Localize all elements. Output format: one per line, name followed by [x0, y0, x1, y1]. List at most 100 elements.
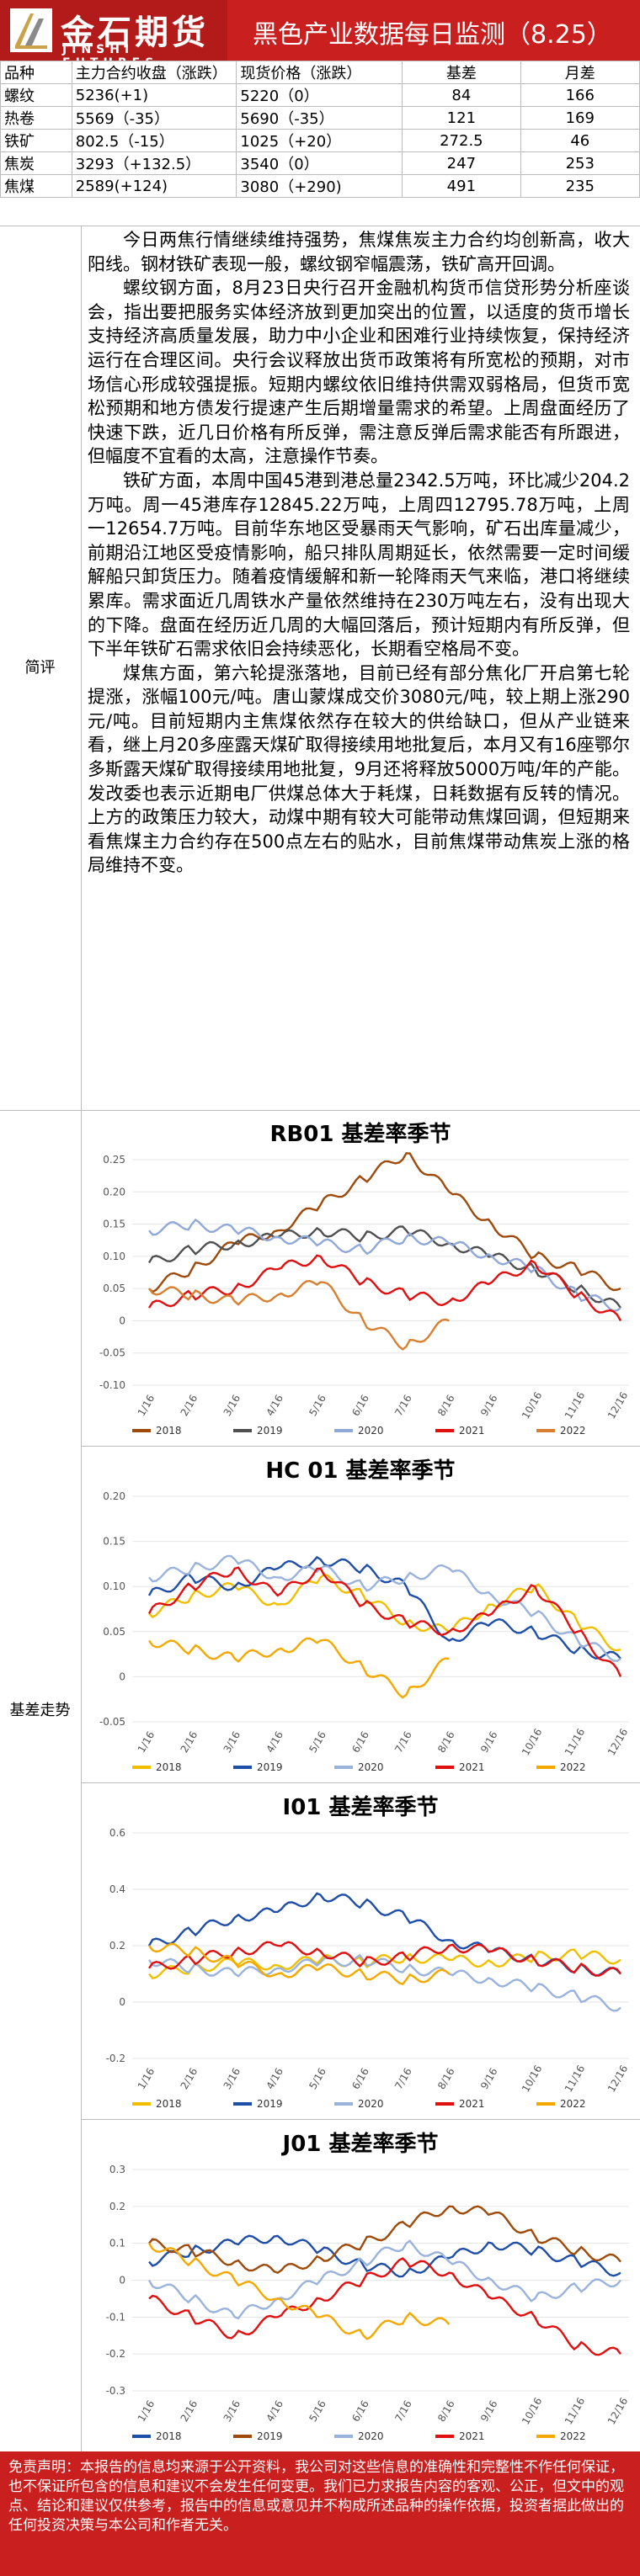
- y-tick-label: 0.25: [103, 1154, 125, 1166]
- x-tick-label: 2/16: [179, 2398, 200, 2424]
- y-tick-label: -0.05: [99, 1716, 125, 1728]
- x-tick-label: 4/16: [264, 2066, 285, 2091]
- cell-basis: 84: [402, 83, 521, 107]
- legend-label: 2022: [560, 2098, 586, 2110]
- cell-spot: 3540（0）: [236, 151, 403, 175]
- report-header: 金石期货 JINSHI FUTURES 黑色产业数据每日监测（8.25）: [0, 0, 640, 70]
- chart-title: I01 基差率季节: [283, 1794, 439, 1820]
- x-tick-label: 9/16: [478, 1393, 500, 1418]
- x-tick-label: 5/16: [307, 1393, 328, 1418]
- x-tick-label: 5/16: [307, 2398, 328, 2424]
- header-spot-price: 现货价格（涨跌）: [236, 61, 403, 84]
- legend-label: 2020: [358, 2098, 384, 2110]
- chart-title: J01 基差率季节: [281, 2131, 439, 2157]
- series-line-2018: [148, 1152, 621, 1293]
- series-line-2020: [148, 1953, 621, 2012]
- legend-label: 2021: [459, 1761, 485, 1773]
- series-line-2021: [147, 1254, 622, 1321]
- series-line-2020: [148, 1218, 621, 1312]
- cell-spread: 253: [520, 151, 640, 175]
- report-title: 黑色产业数据每日监测（8.25）: [253, 20, 612, 50]
- cell-variety: 螺纹: [0, 83, 72, 107]
- table-row: 螺纹 5236(+1) 5220（0） 84 166: [0, 83, 640, 107]
- x-tick-label: 3/16: [221, 1393, 243, 1418]
- series-line-2018: [148, 1573, 621, 1652]
- review-section: 简评 今日两焦行情继续维持强势，焦煤焦炭主力合约均创新高，收大阳线。钢材铁矿表现…: [0, 226, 640, 1111]
- x-tick-label: 2/16: [179, 1729, 200, 1755]
- chart-title: HC 01 基差率季节: [265, 1458, 455, 1484]
- y-tick-label: 0.2: [109, 1940, 125, 1952]
- cell-contract: 802.5（-15）: [71, 129, 237, 152]
- x-tick-label: 11/16: [563, 1727, 587, 1758]
- x-tick-label: 5/16: [307, 2066, 328, 2091]
- cell-spot: 5220（0）: [236, 83, 403, 107]
- table-row: 热卷 5569（-35） 5690（-35） 121 169: [0, 106, 640, 130]
- series-line-2019: [147, 1555, 621, 1660]
- x-tick-label: 7/16: [392, 1393, 414, 1418]
- legend-label: 2020: [358, 1761, 384, 1773]
- y-tick-label: -0.10: [99, 1379, 125, 1391]
- y-tick-label: 0.10: [103, 1580, 125, 1592]
- review-label: 简评: [24, 659, 56, 677]
- legend-label: 2019: [257, 1761, 283, 1773]
- x-tick-label: 9/16: [478, 2066, 500, 2091]
- y-tick-label: 0.15: [103, 1219, 125, 1230]
- cell-spread: 166: [520, 83, 640, 107]
- x-tick-label: 2/16: [179, 1393, 200, 1418]
- hc01-chart-svg: HC 01 基差率季节 0.20 0.15 0.10 0.05 0 -0.05 1/16 2/1…: [99, 1458, 630, 1773]
- y-tick-label: 0.2: [109, 2201, 125, 2212]
- chart-rb01: RB01 基差率季节 0.25 0.20 0.15 0.10 0.05 0 -0.05 -0.1…: [82, 1109, 640, 1447]
- x-tick-label: 12/16: [605, 2063, 630, 2095]
- y-tick-label: 0: [119, 2275, 125, 2287]
- y-tick-label: 0.05: [103, 1283, 125, 1294]
- summary-header-row: 品种 主力合约收盘（涨跌） 现货价格（涨跌） 基差 月差: [0, 61, 640, 84]
- x-tick-label: 7/16: [392, 2066, 414, 2091]
- legend-label: 2021: [459, 1425, 485, 1437]
- x-tick-label: 2/16: [179, 2066, 200, 2091]
- cell-basis: 247: [402, 151, 521, 175]
- cell-spread: 46: [520, 129, 640, 152]
- y-tick-label: 0: [119, 1315, 125, 1326]
- x-tick-label: 10/16: [520, 1727, 544, 1758]
- series-line-2021: [148, 1941, 621, 1977]
- legend-label: 2022: [560, 1761, 586, 1773]
- jinshi-logo-icon: [10, 8, 52, 52]
- divider: [81, 1109, 82, 2451]
- y-tick-label: 0.4: [109, 1883, 125, 1895]
- x-tick-label: 1/16: [136, 2066, 157, 2091]
- disclaimer-section: 免责声明：本报告的信息均来源于公开资料，我公司对这些信息的准确性和完整性不作任何…: [0, 2451, 640, 2576]
- x-tick-label: 12/16: [605, 1390, 630, 1421]
- review-paragraph-rebar: 螺纹钢方面，8月23日央行召开金融机构货币信贷形势分析座谈会，指出要把服务实体经…: [88, 278, 630, 467]
- chart-i01: I01 基差率季节 0.6 0.4 0.2 0 -0.2 1/16 2/16 3/16 4/16 5…: [82, 1782, 640, 2120]
- series-line-2021: [148, 2257, 621, 2356]
- cell-spread: 169: [520, 106, 640, 130]
- x-tick-label: 7/16: [392, 1729, 414, 1755]
- x-tick-label: 9/16: [478, 1729, 500, 1755]
- x-tick-label: 8/16: [435, 1729, 457, 1755]
- cell-spread: 235: [520, 174, 640, 198]
- review-paragraph-summary: 今日两焦行情继续维持强势，焦煤焦炭主力合约均创新高，收大阳线。钢材铁矿表现一般，…: [88, 230, 630, 274]
- series-line-2022: [147, 2243, 451, 2340]
- x-tick-label: 6/16: [349, 2398, 371, 2424]
- x-tick-label: 3/16: [221, 2398, 243, 2424]
- cell-basis: 121: [402, 106, 521, 130]
- x-tick-label: 10/16: [520, 2396, 544, 2427]
- y-tick-label: 0.20: [103, 1186, 125, 1198]
- cell-contract: 5236(+1): [71, 83, 237, 107]
- y-tick-label: 0.05: [103, 1626, 125, 1638]
- series-line-2019: [148, 2205, 621, 2275]
- cell-basis: 491: [402, 174, 521, 198]
- legend-label: 2020: [358, 1425, 384, 1437]
- summary-table: 品种 主力合约收盘（涨跌） 现货价格（涨跌） 基差 月差 螺纹 5236(+1)…: [0, 61, 640, 198]
- legend-label: 2018: [156, 2430, 182, 2442]
- cell-variety: 焦炭: [0, 151, 72, 175]
- series-line-2022: [148, 1637, 450, 1699]
- chart-title: RB01 基差率季节: [269, 1121, 451, 1147]
- x-tick-label: 10/16: [520, 1390, 544, 1421]
- x-tick-label: 1/16: [136, 1393, 157, 1418]
- x-tick-label: 5/16: [307, 1729, 328, 1755]
- legend-label: 2018: [156, 1425, 182, 1437]
- legend-label: 2021: [459, 2098, 485, 2110]
- x-tick-label: 9/16: [478, 2398, 500, 2424]
- x-tick-label: 6/16: [349, 1393, 371, 1418]
